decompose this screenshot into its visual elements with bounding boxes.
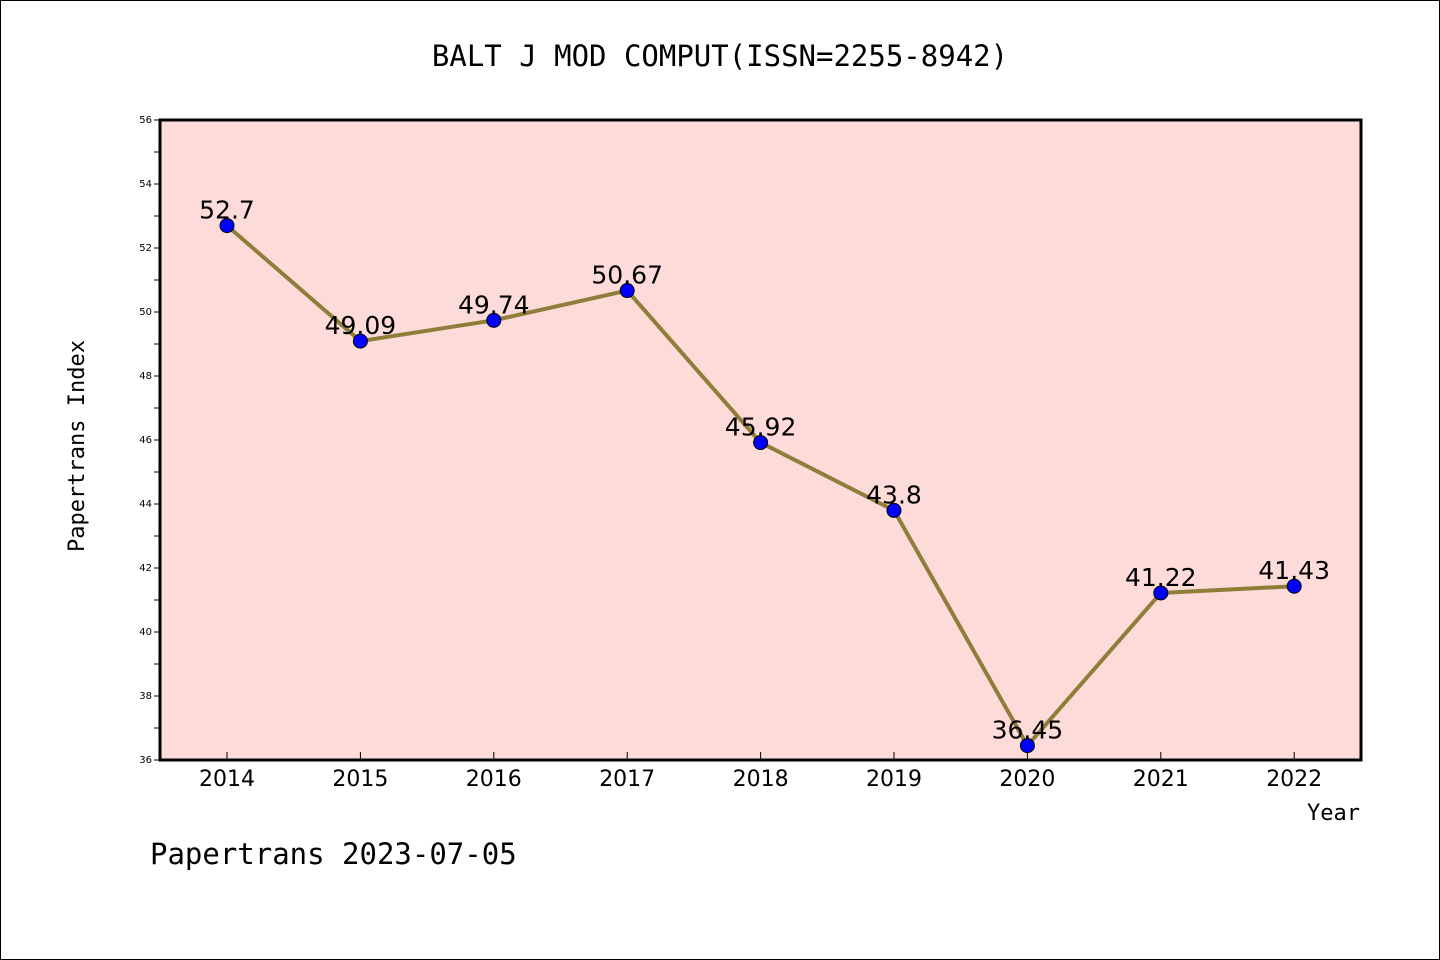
y-tick-label: 50 bbox=[139, 307, 152, 318]
data-label: 49.09 bbox=[325, 311, 397, 340]
x-tick-label: 2021 bbox=[1133, 767, 1189, 792]
data-label: 49.74 bbox=[458, 290, 530, 319]
y-tick-label: 46 bbox=[139, 435, 152, 446]
data-point bbox=[619, 283, 635, 299]
data-label: 43.8 bbox=[866, 480, 922, 509]
data-label: 41.22 bbox=[1125, 563, 1197, 592]
plot-border bbox=[158, 118, 1363, 762]
y-tick-label: 54 bbox=[139, 179, 152, 190]
x-axis-tick-labels: 2014 2015 2016 2017 2018 2019 2020 2021 2022 bbox=[199, 767, 1322, 792]
x-tick-label: 2019 bbox=[866, 767, 922, 792]
x-tick-label: 2018 bbox=[733, 767, 789, 792]
data-point bbox=[1286, 578, 1302, 594]
data-label: 52.7 bbox=[199, 196, 255, 225]
y-tick-label: 36 bbox=[139, 755, 152, 766]
x-tick-label: 2017 bbox=[599, 767, 655, 792]
data-point bbox=[1153, 585, 1169, 601]
y-tick-label: 48 bbox=[139, 371, 152, 382]
data-markers bbox=[219, 218, 1302, 754]
data-point bbox=[886, 502, 902, 518]
y-axis-label: Papertrans Index bbox=[65, 340, 90, 552]
footer-credit: Papertrans 2023-07-05 bbox=[150, 837, 517, 871]
y-axis-tick-labels: 36 38 40 42 44 46 48 50 52 54 56 bbox=[139, 115, 152, 766]
y-tick-label: 44 bbox=[139, 499, 152, 510]
x-tick-label: 2015 bbox=[332, 767, 388, 792]
y-tick-label: 40 bbox=[139, 627, 152, 638]
y-tick-label: 42 bbox=[139, 563, 152, 574]
x-tick-label: 2014 bbox=[199, 767, 255, 792]
y-tick-label: 56 bbox=[139, 115, 152, 126]
data-point bbox=[219, 218, 235, 234]
data-point bbox=[352, 333, 368, 349]
data-label: 36.45 bbox=[992, 716, 1064, 745]
data-label: 41.43 bbox=[1258, 556, 1330, 585]
data-label: 50.67 bbox=[591, 261, 663, 290]
x-axis-label: Year bbox=[1307, 801, 1360, 826]
data-label: 45.92 bbox=[725, 413, 797, 442]
y-tick-label: 38 bbox=[139, 691, 152, 702]
x-tick-label: 2022 bbox=[1266, 767, 1322, 792]
x-tick-label: 2020 bbox=[999, 767, 1055, 792]
y-tick-label: 52 bbox=[139, 243, 152, 254]
data-point bbox=[1019, 738, 1035, 754]
chart-title: BALT J MOD COMPUT(ISSN=2255-8942) bbox=[432, 39, 1008, 73]
data-labels: 52.7 49.09 49.74 50.67 45.92 43.8 36.45 41.22 41… bbox=[199, 196, 1330, 745]
x-tick-label: 2016 bbox=[466, 767, 522, 792]
data-point bbox=[753, 435, 769, 451]
data-point bbox=[486, 312, 502, 328]
